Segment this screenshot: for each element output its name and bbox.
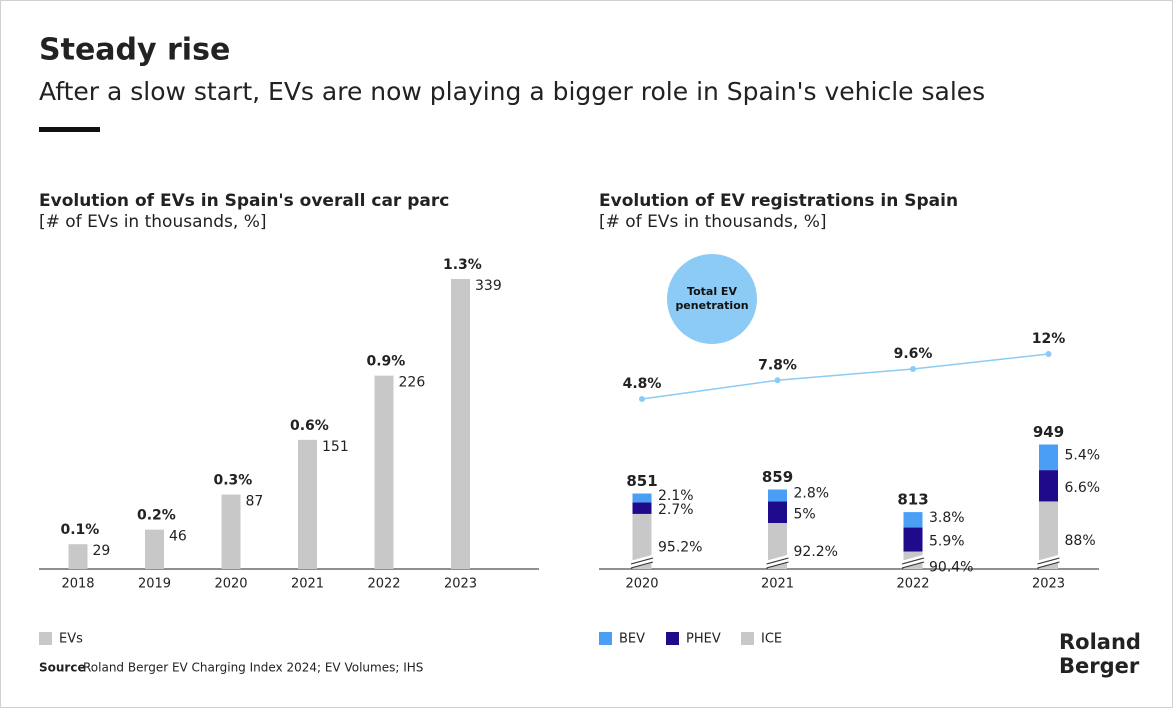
penetration-label: 4.8% [623,376,662,392]
bar [68,544,88,569]
segment-label: 88% [1065,533,1096,549]
legend-label: EVs [59,632,83,647]
penetration-label: 12% [1032,331,1066,347]
bar [374,375,394,569]
axis-break [630,554,654,568]
total-label: 813 [897,491,928,509]
share-label: 1.3% [443,257,482,273]
penetration-point [1045,351,1052,357]
value-label: 226 [399,375,426,391]
bar-segment [768,501,787,524]
legend-label: ICE [761,632,782,647]
chart-subtitle: [# of EVs in thousands, %] [599,212,827,232]
bar [298,439,317,569]
legend-swatch [666,632,679,645]
legend-swatch [741,632,754,645]
share-label: 0.9% [367,354,406,370]
penetration-point [774,377,781,384]
bar-segment [1039,444,1058,471]
legend-swatch [599,632,612,645]
x-tick-label: 2023 [1032,577,1065,592]
x-tick-label: 2021 [761,577,794,592]
share-label: 0.6% [290,418,329,434]
total-label: 859 [762,468,793,486]
x-tick-label: 2022 [367,577,400,592]
title: Steady rise [39,33,230,68]
axis-break [901,554,925,568]
bar [451,279,470,569]
bar [221,494,241,569]
legend-label: PHEV [686,632,721,647]
value-label: 339 [475,278,502,294]
chart-title: Evolution of EV registrations in Spain [599,191,958,211]
axis-break [1037,554,1060,568]
segment-label: 92.2% [794,544,838,560]
bar-segment [903,527,923,552]
segment-label: 5.4% [1065,447,1101,463]
x-tick-label: 2023 [444,577,477,592]
x-tick-label: 2018 [61,577,94,592]
axis-break [766,554,789,568]
x-tick-label: 2020 [214,577,247,592]
share-label: 0.3% [214,473,253,489]
subtitle: After a slow start, EVs are now playing … [39,77,985,106]
value-label: 46 [169,529,187,545]
x-tick-label: 2022 [896,577,929,592]
axis-break [1037,557,1060,569]
x-tick-label: 2021 [291,577,324,592]
logo: Berger [1059,654,1140,678]
bar-segment [903,512,923,528]
source: Roland Berger EV Charging Index 2024; EV… [83,661,423,675]
bar-segment [768,489,787,502]
total-label: 949 [1033,423,1064,441]
penetration-label: 9.6% [894,346,933,362]
bar-segment [632,513,652,569]
segment-label: 6.6% [1065,480,1101,496]
segment-label: 90.4% [929,560,973,576]
penetration-label: 7.8% [758,357,797,373]
accent-bar [39,127,100,132]
chart-subtitle: [# of EVs in thousands, %] [39,212,267,232]
penetration-line [641,353,1049,400]
bar-segment [632,493,652,503]
chart-title: Evolution of EVs in Spain's overall car … [39,191,449,211]
penetration-point [910,366,916,372]
segment-label: 2.1% [658,488,694,504]
segment-label: 5% [794,506,816,522]
penetration-bubble: Total EV penetration [667,254,757,344]
value-label: 151 [322,439,349,455]
axis-break [630,557,654,569]
logo: Roland [1059,630,1141,654]
legend-label: BEV [619,632,645,647]
segment-label: 2.8% [794,486,830,502]
segment-label: 95.2% [658,539,702,555]
x-tick-label: 2019 [138,577,171,592]
axis-break [901,557,925,569]
axis-break [766,557,789,569]
legend-swatch [39,632,52,645]
total-label: 851 [626,472,657,490]
value-label: 29 [93,543,111,559]
share-label: 0.1% [61,522,100,538]
segment-label: 3.8% [929,510,965,526]
penetration-point [639,396,645,402]
x-tick-label: 2020 [625,577,658,592]
bar-segment [1039,470,1058,502]
bar-segment [632,502,652,514]
bar-segment [1039,501,1058,569]
source-label: Source [39,661,86,675]
share-label: 0.2% [137,508,176,524]
bar [145,529,164,569]
segment-label: 2.7% [658,502,694,518]
value-label: 87 [246,494,264,510]
segment-label: 5.9% [929,534,965,550]
